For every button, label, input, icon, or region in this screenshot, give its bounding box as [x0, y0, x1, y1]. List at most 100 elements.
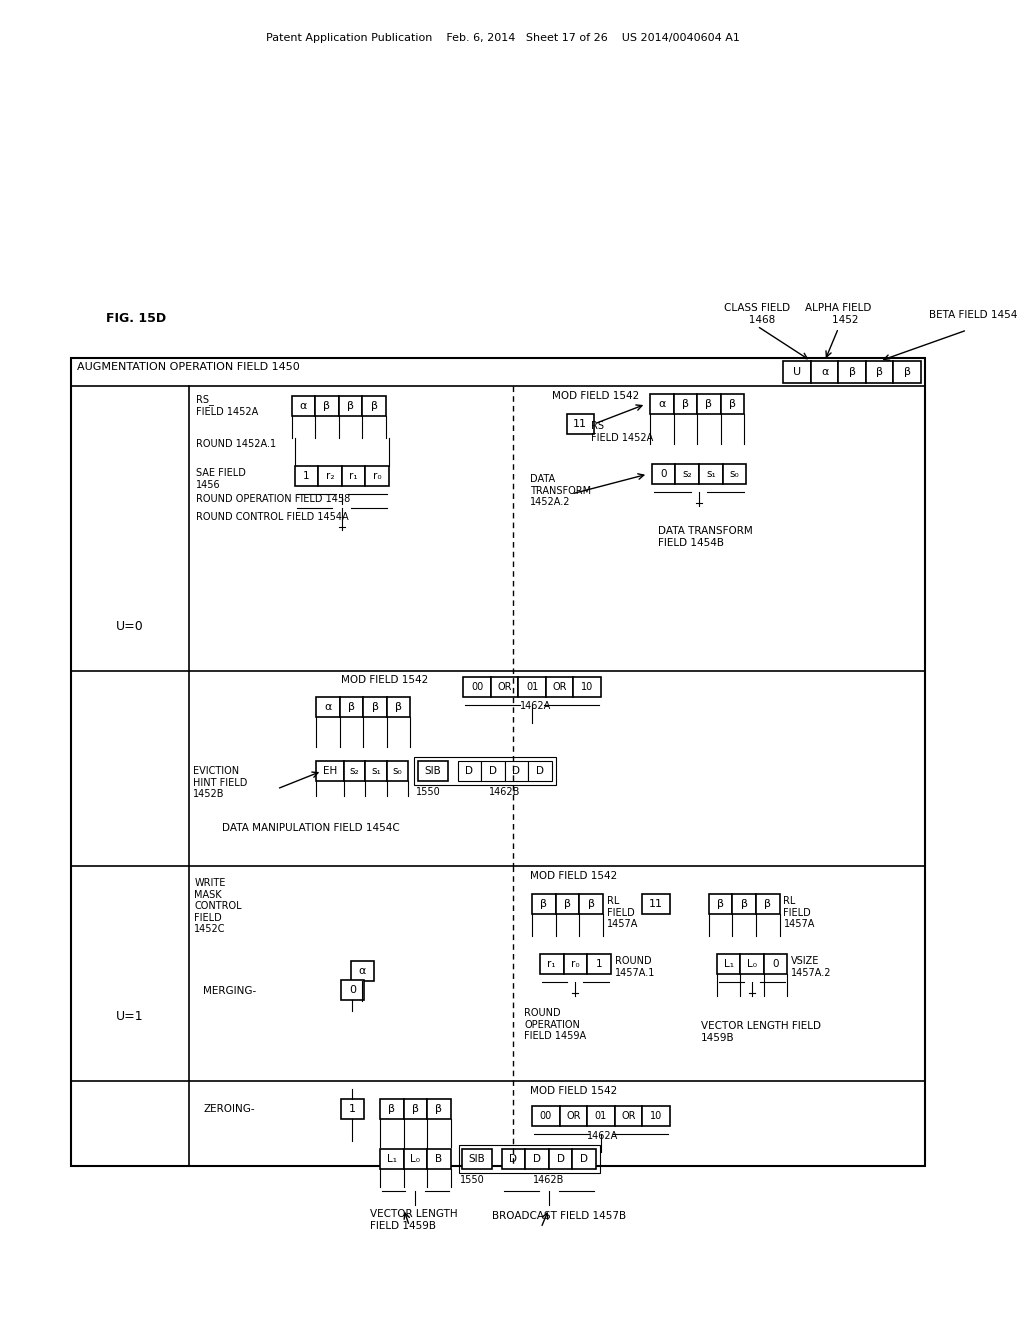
Text: β: β	[706, 399, 713, 409]
Text: 0: 0	[660, 469, 667, 479]
Text: B: B	[435, 1154, 442, 1164]
Bar	[573, 677, 601, 697]
Text: U: U	[794, 367, 802, 378]
Bar	[560, 1106, 587, 1126]
Text: β: β	[564, 899, 571, 909]
Bar	[502, 1148, 525, 1170]
Text: ROUND
1457A.1: ROUND 1457A.1	[614, 956, 655, 978]
Bar	[341, 1100, 365, 1119]
Bar	[341, 979, 365, 1001]
Text: ROUND CONTROL FIELD 1454A: ROUND CONTROL FIELD 1454A	[197, 512, 349, 521]
Text: OR: OR	[498, 682, 512, 692]
Bar	[490, 677, 518, 697]
Bar	[403, 1100, 427, 1119]
Text: EVICTION
HINT FIELD
1452B: EVICTION HINT FIELD 1452B	[194, 766, 248, 799]
Bar	[740, 954, 764, 974]
Bar	[721, 393, 744, 414]
Text: VSIZE
1457A.2: VSIZE 1457A.2	[792, 956, 831, 978]
Text: RL
FIELD
1457A: RL FIELD 1457A	[607, 896, 638, 929]
Text: 0: 0	[772, 960, 779, 969]
Bar	[556, 894, 580, 913]
Bar	[364, 697, 387, 717]
Bar	[723, 465, 746, 484]
Bar	[366, 762, 387, 781]
Text: 00: 00	[471, 682, 483, 692]
Text: OR: OR	[552, 682, 567, 692]
Text: U=1: U=1	[116, 1010, 143, 1023]
Bar	[315, 396, 339, 416]
Text: β: β	[324, 401, 331, 411]
Bar	[342, 466, 366, 486]
Text: 1: 1	[349, 1104, 356, 1114]
Bar	[427, 1100, 451, 1119]
Text: MOD FIELD 1542: MOD FIELD 1542	[530, 871, 617, 880]
Text: β: β	[877, 367, 884, 378]
Text: β: β	[388, 1104, 395, 1114]
Text: α: α	[358, 966, 366, 975]
Text: s₁: s₁	[371, 766, 381, 776]
Text: 01: 01	[595, 1111, 607, 1121]
Text: α: α	[325, 702, 332, 711]
Bar	[699, 465, 723, 484]
Text: BETA FIELD 1454: BETA FIELD 1454	[929, 310, 1017, 319]
Bar	[676, 465, 699, 484]
Text: 1462A: 1462A	[520, 701, 552, 711]
Text: r₀: r₀	[571, 960, 580, 969]
Text: Patent Application Publication    Feb. 6, 2014   Sheet 17 of 26    US 2014/00406: Patent Application Publication Feb. 6, 2…	[266, 33, 739, 44]
Text: β: β	[740, 899, 748, 909]
Text: SIB: SIB	[425, 766, 441, 776]
Text: DATA
TRANSFORM
1452A.2: DATA TRANSFORM 1452A.2	[530, 474, 591, 507]
Bar	[587, 1106, 614, 1126]
Text: ZEROING-: ZEROING-	[203, 1104, 255, 1114]
Bar	[811, 360, 839, 383]
Bar	[566, 414, 594, 434]
Text: CLASS FIELD
   1468: CLASS FIELD 1468	[724, 304, 791, 325]
Bar	[292, 396, 315, 416]
Bar	[340, 697, 364, 717]
Text: 1462A: 1462A	[587, 1131, 618, 1140]
Bar	[295, 466, 318, 486]
Bar	[418, 762, 447, 781]
Text: BROADCAST FIELD 1457B: BROADCAST FIELD 1457B	[492, 1210, 626, 1221]
Text: β: β	[435, 1104, 442, 1114]
Bar	[709, 894, 732, 913]
Text: 10: 10	[581, 682, 593, 692]
Text: DATA MANIPULATION FIELD 1454C: DATA MANIPULATION FIELD 1454C	[222, 822, 400, 833]
Text: FIG. 15D: FIG. 15D	[106, 312, 166, 325]
Text: 01: 01	[526, 682, 539, 692]
Text: 0: 0	[349, 985, 356, 995]
Text: RS_
FIELD 1452A: RS_ FIELD 1452A	[197, 393, 259, 417]
Bar	[839, 360, 866, 383]
Bar	[344, 762, 366, 781]
Text: 1550: 1550	[460, 1175, 484, 1185]
Bar	[71, 358, 925, 1166]
Bar	[614, 1106, 642, 1126]
Text: L₀: L₀	[748, 960, 757, 969]
Text: OR: OR	[566, 1111, 581, 1121]
Text: D: D	[488, 766, 497, 776]
Text: s₂: s₂	[349, 766, 359, 776]
Text: L₀: L₀	[411, 1154, 420, 1164]
Text: RS
FIELD 1452A: RS FIELD 1452A	[591, 421, 653, 442]
Text: 1462B: 1462B	[489, 787, 520, 797]
Bar	[350, 961, 374, 981]
Text: 1: 1	[596, 960, 602, 969]
Text: β: β	[729, 399, 736, 409]
Text: D: D	[510, 1154, 517, 1164]
Bar	[366, 466, 389, 486]
Text: 1550: 1550	[416, 787, 440, 797]
Text: L₁: L₁	[724, 960, 733, 969]
Text: ROUND
OPERATION
FIELD 1459A: ROUND OPERATION FIELD 1459A	[524, 1008, 587, 1041]
Bar	[427, 1148, 451, 1170]
Text: s₀: s₀	[393, 766, 402, 776]
Text: β: β	[541, 899, 548, 909]
Bar	[642, 894, 670, 913]
Text: D: D	[534, 1154, 541, 1164]
Bar	[674, 393, 697, 414]
Bar	[650, 393, 674, 414]
Bar	[894, 360, 921, 383]
Bar	[587, 954, 610, 974]
Bar	[518, 677, 546, 697]
Bar	[380, 1148, 403, 1170]
Text: 1462B: 1462B	[534, 1175, 564, 1185]
